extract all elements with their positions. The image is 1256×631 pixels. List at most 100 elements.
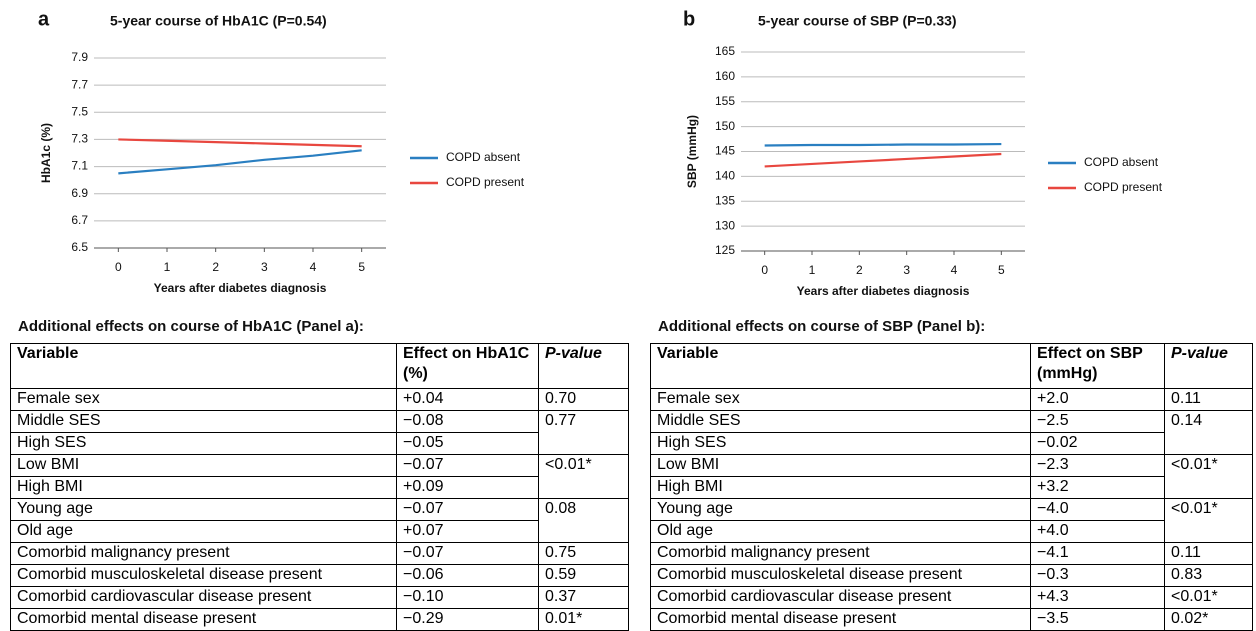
table-cell: −2.3: [1030, 454, 1165, 477]
x-tick-label: 3: [261, 260, 268, 274]
table-cell: Young age: [10, 498, 397, 521]
p-value-cell: <0.01*: [538, 454, 629, 499]
x-tick-label: 5: [358, 260, 365, 274]
legend-label: COPD absent: [446, 150, 521, 164]
y-tick-label: 6.7: [71, 213, 88, 227]
y-tick-label: 7.7: [71, 77, 88, 91]
panel-letter: b: [683, 8, 695, 30]
y-tick-label: 7.3: [71, 132, 88, 146]
table-cell: Comorbid musculoskeletal disease present: [10, 564, 397, 587]
chart-title: 5-year course of HbA1C (P=0.54): [110, 13, 327, 29]
table-cell: High BMI: [10, 476, 397, 499]
table-row: Comorbid musculoskeletal disease present…: [10, 564, 629, 587]
header-cell: P-value: [538, 343, 629, 389]
legend-label: COPD absent: [1084, 155, 1159, 169]
y-tick-label: 135: [715, 193, 735, 207]
x-axis-label: Years after diabetes diagnosis: [797, 284, 970, 298]
table-cell: −2.5: [1030, 410, 1165, 433]
series-line: [118, 138, 362, 148]
header-row: Variable Effect on HbA1C (%) P-value: [10, 343, 629, 389]
table-row: Low BMI −2.3 <0.01*: [650, 454, 1253, 499]
table-cell: −0.05: [396, 432, 539, 455]
y-tick-label: 6.9: [71, 186, 88, 200]
series-line: [764, 152, 1002, 168]
table-cell: Young age: [650, 498, 1031, 521]
table-row: High SES −0.02: [650, 432, 1253, 455]
table-row: Comorbid cardiovascular disease present −…: [10, 586, 629, 609]
p-value-cell: 0.08: [538, 498, 629, 543]
table-cell: +3.2: [1030, 476, 1165, 499]
table-cell: −0.29: [396, 608, 539, 631]
table-row: High SES −0.05: [10, 432, 629, 455]
table-cell: −3.5: [1030, 608, 1165, 631]
table-row: Comorbid malignancy present −0.07 0.75: [10, 542, 629, 565]
table-cell: Low BMI: [10, 454, 397, 477]
p-value-cell: 0.77: [538, 410, 629, 455]
header-cell: P-value: [1164, 343, 1253, 389]
p-value-cell: 0.14: [1164, 410, 1253, 455]
table-row: Middle SES −0.08 0.77: [10, 410, 629, 455]
table-cell: Comorbid cardiovascular disease present: [10, 586, 397, 609]
p-value-cell: 0.11: [1164, 388, 1253, 411]
y-axis-label: HbA1c (%): [39, 123, 53, 183]
legend-label: COPD present: [446, 175, 525, 189]
data-table: Variable Effect on HbA1C (%) P-value Female…: [10, 343, 629, 631]
p-value-cell: 0.75: [538, 542, 629, 565]
p-value-cell: 0.59: [538, 564, 629, 587]
table-cell: +4.0: [1030, 520, 1165, 543]
p-value-cell: <0.01*: [1164, 498, 1253, 543]
table-cell: Comorbid malignancy present: [650, 542, 1031, 565]
table-cell: High BMI: [650, 476, 1031, 499]
p-value-cell: 0.37: [538, 586, 629, 609]
table-cell: High SES: [10, 432, 397, 455]
table-row: High BMI +0.09: [10, 476, 629, 499]
table-cell: −0.08: [396, 410, 539, 433]
p-value-cell: 0.83: [1164, 564, 1253, 587]
table-row: Female sex +2.0 0.11: [650, 388, 1253, 411]
y-axis-label: SBP (mmHg): [685, 115, 699, 188]
y-tick-label: 130: [715, 218, 735, 232]
table-cell: −0.10: [396, 586, 539, 609]
x-tick-label: 5: [998, 263, 1005, 277]
table-row: Comorbid cardiovascular disease present +…: [650, 586, 1253, 609]
series-line: [764, 142, 1002, 147]
table-title: Additional effects on course of HbA1C (P…: [18, 318, 364, 335]
header-row: Variable Effect on SBP (mmHg) P-value: [650, 343, 1253, 389]
table-cell: −0.07: [396, 542, 539, 565]
x-tick-label: 4: [310, 260, 317, 274]
header-cell: Variable: [650, 343, 1031, 389]
x-tick-label: 3: [903, 263, 910, 277]
y-tick-label: 155: [715, 94, 735, 108]
y-tick-label: 125: [715, 243, 735, 257]
y-tick-label: 150: [715, 119, 735, 133]
y-tick-label: 6.5: [71, 240, 88, 254]
table-row: Comorbid malignancy present −4.1 0.11: [650, 542, 1253, 565]
header-cell: Variable: [10, 343, 397, 389]
table-cell: −0.06: [396, 564, 539, 587]
header-cell: Effect on HbA1C (%): [396, 343, 539, 389]
y-tick-label: 140: [715, 169, 735, 183]
legend-label: COPD present: [1084, 180, 1163, 194]
y-tick-label: 160: [715, 69, 735, 83]
header-cell: Effect on SBP (mmHg): [1030, 343, 1165, 389]
p-value-cell: 0.70: [538, 388, 629, 411]
x-tick-label: 2: [856, 263, 863, 277]
p-value-cell: 0.11: [1164, 542, 1253, 565]
table-title: Additional effects on course of SBP (Pan…: [658, 318, 986, 335]
y-tick-label: 7.5: [71, 104, 88, 118]
x-axis-label: Years after diabetes diagnosis: [154, 281, 327, 295]
data-table: Variable Effect on SBP (mmHg) P-value Femal…: [650, 343, 1253, 631]
table-cell: Female sex: [10, 388, 397, 411]
p-value-cell: 0.01*: [538, 608, 629, 631]
x-tick-label: 1: [809, 263, 816, 277]
table-cell: Middle SES: [650, 410, 1031, 433]
table-cell: +0.09: [396, 476, 539, 499]
table-cell: Comorbid musculoskeletal disease present: [650, 564, 1031, 587]
table-row: Young age −0.07 0.08: [10, 498, 629, 543]
table-cell: Comorbid cardiovascular disease present: [650, 586, 1031, 609]
table-cell: −0.07: [396, 454, 539, 477]
table-row: Low BMI −0.07 <0.01*: [10, 454, 629, 499]
table-cell: Comorbid malignancy present: [10, 542, 397, 565]
y-tick-label: 7.9: [71, 50, 88, 64]
